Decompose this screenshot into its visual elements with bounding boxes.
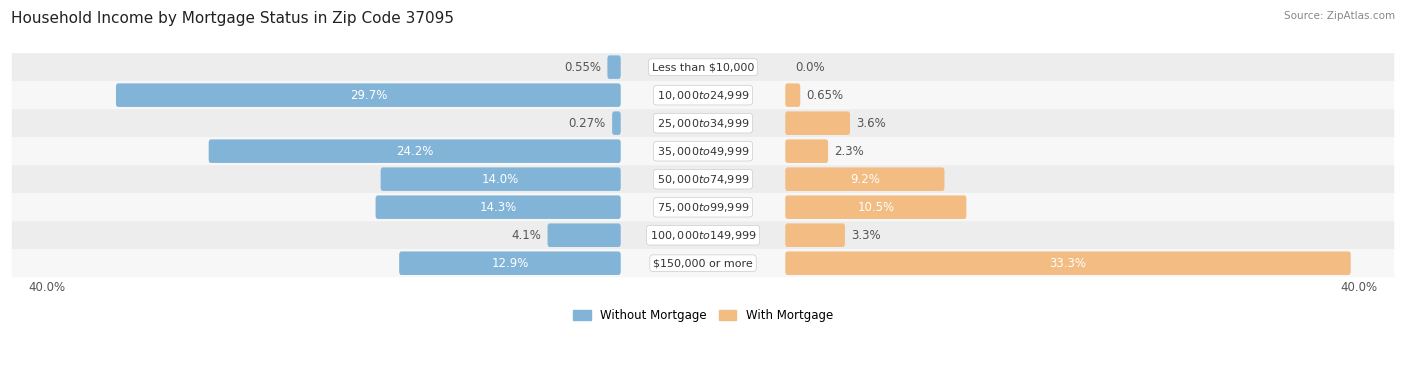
Text: Source: ZipAtlas.com: Source: ZipAtlas.com	[1284, 11, 1395, 21]
Legend: Without Mortgage, With Mortgage: Without Mortgage, With Mortgage	[568, 304, 838, 326]
Text: 3.3%: 3.3%	[852, 229, 882, 242]
FancyBboxPatch shape	[11, 109, 1395, 137]
Text: 0.27%: 0.27%	[568, 116, 606, 130]
Text: 29.7%: 29.7%	[350, 89, 387, 102]
Text: 0.65%: 0.65%	[807, 89, 844, 102]
Text: Household Income by Mortgage Status in Zip Code 37095: Household Income by Mortgage Status in Z…	[11, 11, 454, 26]
Text: 3.6%: 3.6%	[856, 116, 886, 130]
FancyBboxPatch shape	[607, 55, 620, 79]
Text: 40.0%: 40.0%	[28, 280, 66, 294]
FancyBboxPatch shape	[381, 167, 620, 191]
FancyBboxPatch shape	[786, 139, 828, 163]
Text: Less than $10,000: Less than $10,000	[652, 62, 754, 72]
Text: 10.5%: 10.5%	[858, 201, 894, 214]
FancyBboxPatch shape	[208, 139, 620, 163]
Text: 14.0%: 14.0%	[482, 173, 519, 186]
Text: 14.3%: 14.3%	[479, 201, 517, 214]
FancyBboxPatch shape	[11, 53, 1395, 81]
FancyBboxPatch shape	[786, 111, 851, 135]
FancyBboxPatch shape	[399, 251, 620, 275]
Text: 9.2%: 9.2%	[849, 173, 880, 186]
FancyBboxPatch shape	[786, 167, 945, 191]
FancyBboxPatch shape	[11, 81, 1395, 109]
FancyBboxPatch shape	[786, 83, 800, 107]
Text: 0.55%: 0.55%	[564, 61, 600, 74]
Text: 2.3%: 2.3%	[835, 145, 865, 158]
Text: 12.9%: 12.9%	[491, 257, 529, 270]
FancyBboxPatch shape	[11, 221, 1395, 249]
Text: 0.0%: 0.0%	[796, 61, 825, 74]
FancyBboxPatch shape	[11, 193, 1395, 221]
FancyBboxPatch shape	[11, 137, 1395, 165]
FancyBboxPatch shape	[786, 195, 966, 219]
FancyBboxPatch shape	[786, 251, 1351, 275]
Text: $50,000 to $74,999: $50,000 to $74,999	[657, 173, 749, 186]
Text: $100,000 to $149,999: $100,000 to $149,999	[650, 229, 756, 242]
Text: 33.3%: 33.3%	[1049, 257, 1087, 270]
FancyBboxPatch shape	[547, 224, 620, 247]
Text: 40.0%: 40.0%	[1340, 280, 1378, 294]
Text: $35,000 to $49,999: $35,000 to $49,999	[657, 145, 749, 158]
FancyBboxPatch shape	[375, 195, 620, 219]
FancyBboxPatch shape	[115, 83, 620, 107]
Text: $150,000 or more: $150,000 or more	[654, 258, 752, 268]
Text: $25,000 to $34,999: $25,000 to $34,999	[657, 116, 749, 130]
Text: 4.1%: 4.1%	[512, 229, 541, 242]
FancyBboxPatch shape	[11, 165, 1395, 193]
Text: $75,000 to $99,999: $75,000 to $99,999	[657, 201, 749, 214]
FancyBboxPatch shape	[11, 249, 1395, 277]
Text: $10,000 to $24,999: $10,000 to $24,999	[657, 89, 749, 102]
FancyBboxPatch shape	[612, 111, 620, 135]
Text: 24.2%: 24.2%	[396, 145, 433, 158]
FancyBboxPatch shape	[786, 224, 845, 247]
